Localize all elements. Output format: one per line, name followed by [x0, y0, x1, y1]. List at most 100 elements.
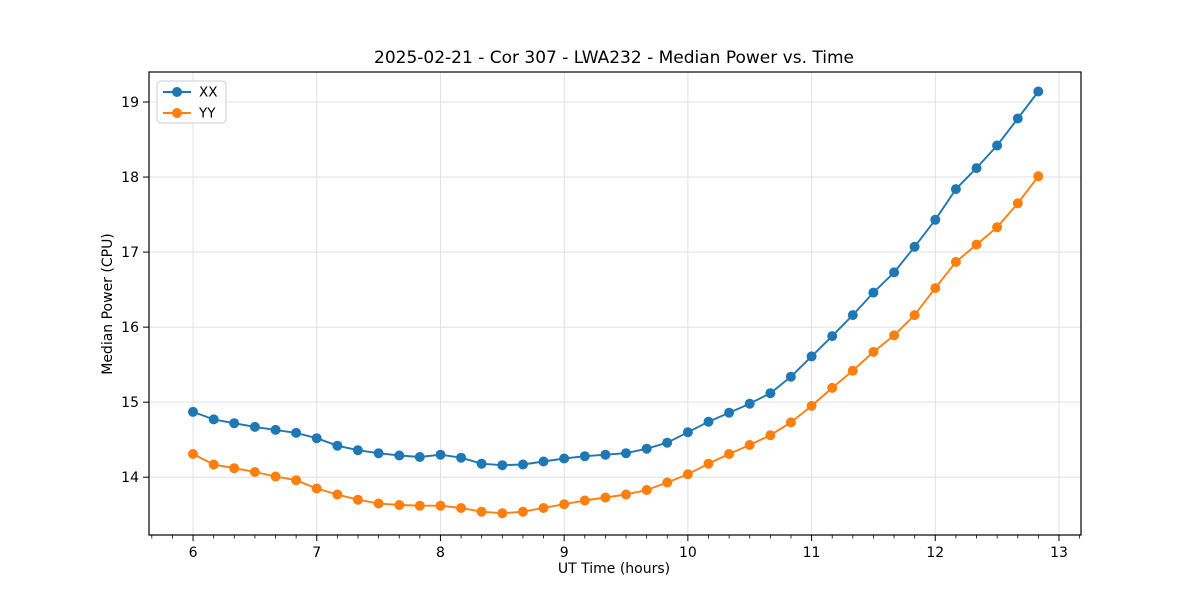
y-tick-label: 17	[121, 245, 139, 261]
series-yy-marker	[518, 506, 528, 517]
series-yy-marker	[311, 483, 322, 494]
series-yy-marker	[373, 498, 384, 509]
series-xx-marker	[373, 448, 384, 459]
series-yy-marker	[600, 492, 611, 503]
series-xx-marker	[827, 331, 838, 342]
series-yy-marker	[291, 475, 302, 486]
series-yy-marker	[971, 239, 982, 250]
x-tick-label: 11	[803, 545, 821, 561]
x-tick-label: 12	[926, 545, 944, 561]
series-xx-marker	[765, 388, 776, 399]
series-xx-marker	[579, 451, 590, 462]
series-yy	[188, 171, 1044, 519]
y-tick-label: 16	[121, 320, 139, 336]
gridlines	[149, 72, 1081, 535]
series-yy-marker	[806, 400, 817, 411]
chart-title: 2025-02-21 - Cor 307 - LWA232 - Median P…	[374, 48, 854, 68]
x-minor-ticks	[151, 535, 1081, 539]
series-yy-marker	[435, 500, 446, 511]
y-tick-label: 18	[121, 170, 139, 186]
series-yy-marker	[662, 477, 673, 488]
series-xx-marker	[682, 427, 693, 438]
series-xx-marker	[249, 421, 260, 432]
series-xx-line	[192, 90, 1040, 467]
series-yy-marker	[394, 500, 405, 510]
series-xx-marker	[785, 371, 796, 382]
series-yy-marker	[621, 489, 631, 500]
series-yy-marker	[950, 256, 961, 267]
series-yy-marker	[188, 449, 198, 459]
series-yy-marker	[249, 467, 260, 477]
series-yy-marker	[352, 494, 363, 505]
series-xx-marker	[889, 267, 900, 278]
series-yy-marker	[270, 471, 281, 482]
x-tick-label: 9	[560, 545, 569, 561]
series-xx-marker	[600, 449, 611, 460]
series-xx-marker	[847, 310, 858, 321]
series-xx-marker	[868, 287, 879, 298]
series-yy-marker	[497, 508, 508, 519]
series-xx-marker	[456, 452, 467, 463]
legend-item-xx: XX	[163, 85, 218, 101]
series-yy-line	[192, 175, 1040, 515]
x-axis-label: UT Time (hours)	[558, 561, 670, 577]
series-xx-marker	[435, 449, 446, 460]
series-xx-marker	[352, 445, 363, 456]
x-tick-label: 6	[189, 545, 198, 561]
legend-label: XX	[199, 85, 218, 101]
x-tick-label: 10	[679, 545, 697, 561]
plot-area: 6 7 8 9 10 11 12 13 14 15 16 17 18 19 XX YY	[121, 71, 1082, 561]
series-xx-marker	[641, 443, 652, 454]
series-xx-marker	[1012, 113, 1023, 124]
series-yy-marker	[538, 503, 549, 513]
series-xx-marker	[332, 440, 343, 451]
series-xx-marker	[188, 406, 198, 417]
series-yy-marker	[579, 495, 590, 506]
legend-marker-sample	[172, 87, 182, 97]
y-axis: 14 15 16 17 18 19	[121, 95, 149, 486]
series-xx-marker	[1033, 86, 1044, 97]
series-yy-marker	[559, 499, 570, 510]
series-yy-marker	[682, 469, 693, 480]
series-xx-marker	[476, 458, 487, 469]
series-xx-marker	[394, 450, 405, 461]
series-yy-marker	[703, 458, 714, 469]
series-xx-marker	[971, 163, 982, 174]
series-yy-marker	[332, 489, 343, 500]
y-tick-label: 19	[121, 95, 139, 111]
series-yy-marker	[641, 485, 652, 495]
series-xx-marker	[538, 456, 549, 467]
series-yy-marker	[868, 346, 879, 357]
x-tick-label: 13	[1050, 545, 1068, 561]
series-xx-marker	[414, 452, 425, 462]
series-xx-marker	[621, 448, 631, 459]
x-tick-label: 8	[436, 545, 445, 561]
legend-marker-sample	[172, 108, 182, 118]
series-xx-marker	[518, 459, 528, 470]
y-tick-label: 14	[121, 470, 139, 486]
y-axis-label: Median Power (CPU)	[100, 233, 116, 375]
series-yy-marker	[847, 365, 858, 376]
series-yy-marker	[744, 440, 755, 450]
series-xx-marker	[497, 460, 508, 471]
series-yy-marker	[992, 222, 1003, 233]
series-xx-marker	[806, 351, 817, 362]
axes-frame	[148, 71, 1082, 536]
series-yy-marker	[476, 506, 487, 517]
series-xx-marker	[992, 140, 1003, 151]
series-yy-marker	[765, 430, 776, 441]
series-xx-marker	[311, 433, 322, 444]
series-yy-marker	[1012, 198, 1023, 209]
legend-label: YY	[198, 106, 216, 122]
series-yy-marker	[889, 330, 900, 341]
series-yy-marker	[229, 463, 240, 474]
series-xx-marker	[703, 416, 714, 427]
series-xx-marker	[662, 437, 673, 448]
legend: XX YY	[156, 80, 227, 124]
series-xx-marker	[208, 414, 219, 425]
series-xx-marker	[559, 453, 570, 464]
series-xx-marker	[950, 184, 961, 195]
series-yy-marker	[827, 382, 838, 393]
